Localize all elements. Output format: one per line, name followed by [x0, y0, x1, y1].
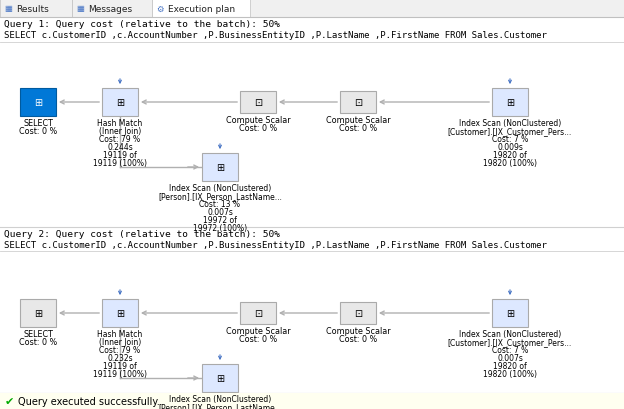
Bar	[240, 302, 276, 324]
Text: 19119 (100%): 19119 (100%)	[93, 159, 147, 168]
Text: 19119 of: 19119 of	[103, 151, 137, 160]
Bar	[240, 92, 276, 114]
Text: Hash Match: Hash Match	[97, 329, 143, 338]
Text: (Inner Join): (Inner Join)	[99, 127, 141, 136]
Text: ⊞: ⊞	[116, 308, 124, 318]
Text: Cost: 0 %: Cost: 0 %	[19, 337, 57, 346]
Text: Index Scan (NonClustered): Index Scan (NonClustered)	[169, 184, 271, 193]
Text: 0.007s: 0.007s	[207, 207, 233, 216]
Text: ⚙: ⚙	[156, 4, 163, 13]
Bar	[340, 92, 376, 114]
Text: Hash Match: Hash Match	[97, 119, 143, 128]
Bar	[20, 89, 56, 117]
Text: ⊞: ⊞	[34, 98, 42, 108]
Text: Query executed successfully.: Query executed successfully.	[18, 396, 160, 406]
Text: ⊞: ⊞	[116, 98, 124, 108]
Text: Results: Results	[16, 4, 49, 13]
Text: Messages: Messages	[88, 4, 132, 13]
Bar	[0, 0, 624, 18]
Text: ⊞: ⊞	[506, 308, 514, 318]
Text: ⊞: ⊞	[34, 308, 42, 318]
Text: ⊡: ⊡	[254, 308, 262, 318]
Text: 19820 of: 19820 of	[493, 361, 527, 370]
Text: SELECT: SELECT	[23, 119, 53, 128]
Bar	[202, 364, 238, 392]
Text: 19972 (100%): 19972 (100%)	[193, 223, 247, 232]
Text: Query 1: Query cost (relative to the batch): 50%: Query 1: Query cost (relative to the bat…	[4, 20, 280, 29]
Text: 0.007s: 0.007s	[497, 353, 523, 362]
Text: ✔: ✔	[5, 396, 14, 406]
Bar	[0, 0, 72, 18]
Bar	[340, 302, 376, 324]
Text: 19119 (100%): 19119 (100%)	[93, 369, 147, 378]
Text: Cost: 0 %: Cost: 0 %	[239, 124, 277, 133]
Text: Compute Scalar: Compute Scalar	[326, 116, 391, 125]
Text: Index Scan (NonClustered): Index Scan (NonClustered)	[169, 394, 271, 403]
Text: ▦: ▦	[4, 4, 12, 13]
Bar	[492, 299, 528, 327]
Text: Cost: 0 %: Cost: 0 %	[339, 334, 377, 343]
Bar	[492, 89, 528, 117]
Text: Compute Scalar: Compute Scalar	[226, 116, 290, 125]
Text: Cost: 0 %: Cost: 0 %	[19, 127, 57, 136]
Text: Index Scan (NonClustered): Index Scan (NonClustered)	[459, 329, 561, 338]
Bar	[202, 154, 238, 182]
Text: Compute Scalar: Compute Scalar	[326, 326, 391, 335]
Text: SELECT: SELECT	[23, 329, 53, 338]
Text: Query 2: Query cost (relative to the batch): 50%: Query 2: Query cost (relative to the bat…	[4, 229, 280, 238]
Text: ▦: ▦	[76, 4, 84, 13]
Text: 19972 of: 19972 of	[203, 216, 237, 225]
Text: SELECT c.CustomerID ,c.AccountNumber ,P.BusinessEntityID ,P.LastName ,P.FirstNam: SELECT c.CustomerID ,c.AccountNumber ,P.…	[4, 240, 547, 249]
Text: Cost: 7 %: Cost: 7 %	[492, 345, 528, 354]
Bar	[20, 299, 56, 327]
Text: Cost: 0 %: Cost: 0 %	[239, 334, 277, 343]
Text: 19820 (100%): 19820 (100%)	[483, 369, 537, 378]
Text: 19820 of: 19820 of	[493, 151, 527, 160]
Text: SELECT c.CustomerID ,c.AccountNumber ,P.BusinessEntityID ,P.LastName ,P.FirstNam: SELECT c.CustomerID ,c.AccountNumber ,P.…	[4, 31, 547, 40]
Text: ⊞: ⊞	[216, 163, 224, 173]
Text: 19119 of: 19119 of	[103, 361, 137, 370]
Text: 0.232s: 0.232s	[107, 353, 133, 362]
Text: ⊡: ⊡	[254, 98, 262, 108]
Text: [Person].[IX_Person_LastName...: [Person].[IX_Person_LastName...	[158, 402, 282, 409]
Bar	[0, 393, 624, 409]
Text: Cost: 0 %: Cost: 0 %	[339, 124, 377, 133]
Text: Compute Scalar: Compute Scalar	[226, 326, 290, 335]
Text: Cost: 7 %: Cost: 7 %	[492, 135, 528, 144]
Bar	[102, 89, 138, 117]
Bar	[152, 0, 250, 18]
Text: ⊞: ⊞	[216, 373, 224, 383]
Text: 19820 (100%): 19820 (100%)	[483, 159, 537, 168]
Text: ⊡: ⊡	[354, 98, 362, 108]
Text: 0.009s: 0.009s	[497, 143, 523, 152]
Text: ⊡: ⊡	[354, 308, 362, 318]
Text: Index Scan (NonClustered): Index Scan (NonClustered)	[459, 119, 561, 128]
Text: (Inner Join): (Inner Join)	[99, 337, 141, 346]
Text: Cost: 13 %: Cost: 13 %	[200, 200, 240, 209]
Bar	[72, 0, 152, 18]
Text: [Customer].[IX_Customer_Pers...: [Customer].[IX_Customer_Pers...	[448, 127, 572, 136]
Text: ⊞: ⊞	[506, 98, 514, 108]
Text: Cost: 79 %: Cost: 79 %	[99, 135, 140, 144]
Text: [Customer].[IX_Customer_Pers...: [Customer].[IX_Customer_Pers...	[448, 337, 572, 346]
Text: Execution plan: Execution plan	[168, 4, 235, 13]
Text: [Person].[IX_Person_LastName...: [Person].[IX_Person_LastName...	[158, 191, 282, 200]
Text: Cost: 79 %: Cost: 79 %	[99, 345, 140, 354]
Text: 0.244s: 0.244s	[107, 143, 133, 152]
Bar	[102, 299, 138, 327]
